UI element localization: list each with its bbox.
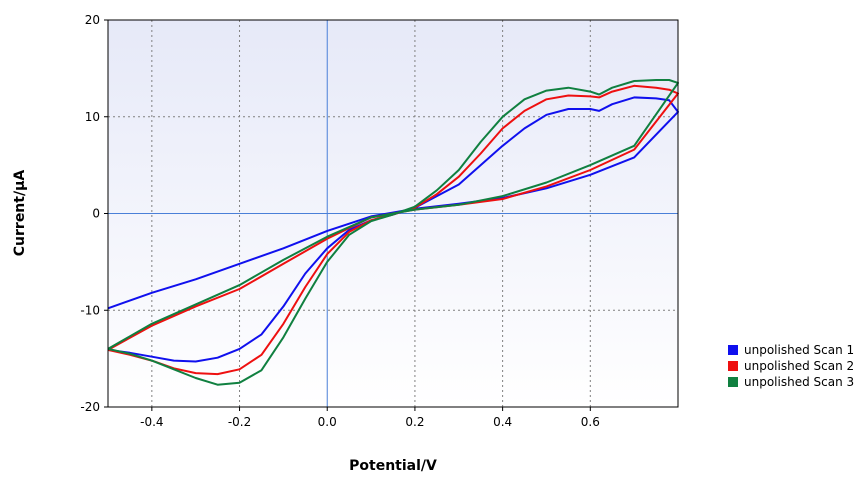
x-tick-label: -0.4 <box>140 415 163 429</box>
x-axis-title: Potential/V <box>349 458 437 474</box>
x-tick-label: 0.6 <box>581 415 600 429</box>
series-lines <box>107 79 679 386</box>
legend-swatch <box>728 377 738 387</box>
y-tick-label: -10 <box>80 303 100 317</box>
y-tick-labels: -20 -10 0 10 20 <box>80 13 100 414</box>
x-tick-label: 0.4 <box>493 415 512 429</box>
axis-ticks <box>104 19 591 411</box>
legend: unpolished Scan 1 unpolished Scan 2 unpoli… <box>728 343 854 389</box>
series-line-scan-3 <box>107 79 679 386</box>
x-tick-label: 0.0 <box>318 415 337 429</box>
legend-swatch <box>728 345 738 355</box>
grid-lines <box>108 20 678 407</box>
y-tick-label: 0 <box>92 207 100 221</box>
y-axis-title: Current/μA <box>12 170 28 257</box>
y-tick-label: 10 <box>85 110 100 124</box>
x-tick-label: -0.2 <box>228 415 251 429</box>
y-tick-label: -20 <box>80 400 100 414</box>
legend-label: unpolished Scan 2 <box>744 359 854 373</box>
legend-label: unpolished Scan 3 <box>744 375 854 389</box>
legend-swatch <box>728 361 738 371</box>
x-tick-label: 0.2 <box>405 415 424 429</box>
x-tick-labels: -0.4 -0.2 0.0 0.2 0.4 0.6 <box>140 415 600 429</box>
legend-label: unpolished Scan 1 <box>744 343 854 357</box>
y-tick-label: 20 <box>85 13 100 27</box>
